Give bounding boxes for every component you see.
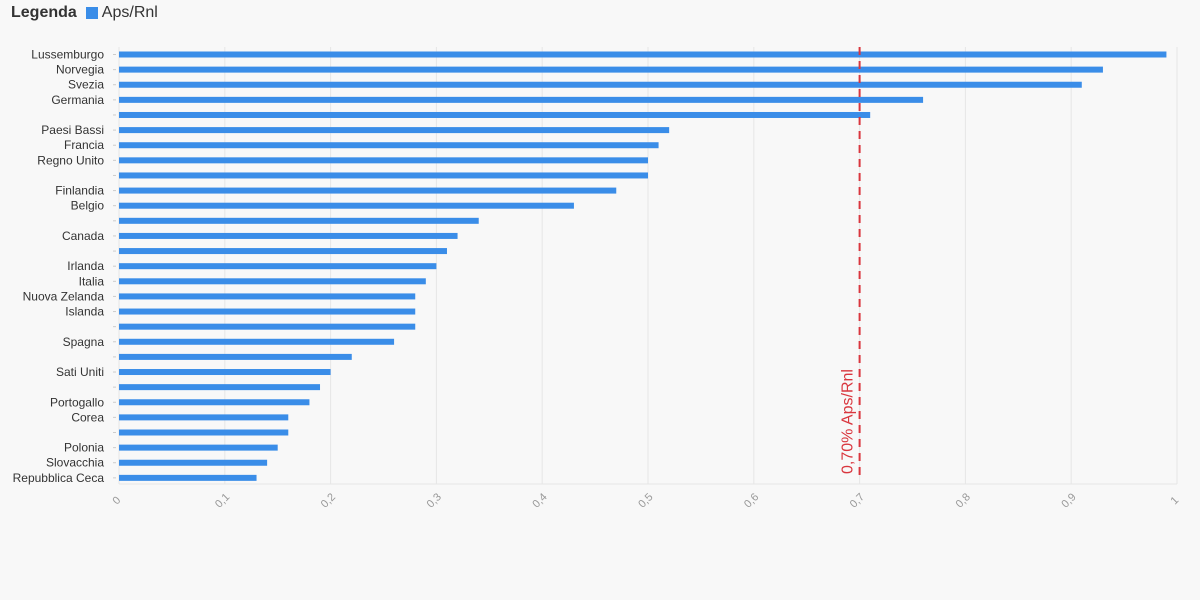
category-label: Norvegia <box>56 63 104 77</box>
category-label: Germania <box>51 93 104 107</box>
category-label: Svezia <box>68 78 104 92</box>
x-tick-label: 0 <box>110 494 123 507</box>
bar <box>119 369 331 376</box>
category-label: Slovacchia <box>46 456 104 470</box>
bar <box>119 217 479 224</box>
category-label: Corea <box>71 410 104 424</box>
x-tick-label: 0,3 <box>425 491 444 510</box>
bar <box>119 353 352 360</box>
category-label: Repubblica Ceca <box>13 471 105 485</box>
bar <box>119 232 458 239</box>
category-label: Francia <box>64 138 104 152</box>
category-label: Regno Unito <box>37 153 104 167</box>
category-label: Belgio <box>71 199 105 213</box>
x-tick-label: 0,9 <box>1059 491 1078 510</box>
legend-swatch <box>85 7 98 19</box>
legend-series-label: Aps/Rnl <box>101 4 158 21</box>
category-label: Spagna <box>63 335 105 349</box>
bar <box>119 308 416 315</box>
x-tick-label: 0,4 <box>530 491 549 510</box>
category-label: Paesi Bassi <box>41 123 104 137</box>
category-label: Sati Uniti <box>56 365 104 379</box>
category-label: Finlandia <box>55 184 104 198</box>
bar <box>119 429 289 436</box>
bar <box>119 157 648 164</box>
bar <box>119 444 278 451</box>
reference-line-label: 0,70% Aps/Rnl <box>840 369 857 474</box>
category-label: Nuova Zelanda <box>23 289 105 303</box>
x-tick-label: 0,5 <box>636 491 655 510</box>
bar <box>119 263 437 270</box>
category-label: Islanda <box>65 305 104 319</box>
chart-legend: Legenda Aps/Rnl <box>11 2 158 24</box>
category-label: Lussemburgo <box>31 48 104 62</box>
x-tick-label: 0,6 <box>742 491 761 510</box>
bar <box>119 474 257 481</box>
bar <box>119 111 871 118</box>
bar <box>119 187 617 194</box>
bar <box>119 384 321 391</box>
bar <box>119 172 648 179</box>
bar <box>119 293 416 300</box>
x-tick-label: 1 <box>1168 494 1181 507</box>
bar <box>119 127 670 134</box>
bar <box>119 202 574 209</box>
category-label: Portogallo <box>50 395 104 409</box>
category-label: Polonia <box>64 441 104 455</box>
bar <box>119 51 1167 58</box>
bar <box>119 96 924 103</box>
bar <box>119 278 426 285</box>
x-tick-label: 0,7 <box>848 491 867 510</box>
bar <box>119 142 659 149</box>
bar <box>119 248 447 255</box>
category-label: Irlanda <box>67 259 104 273</box>
category-label: Canada <box>62 229 104 243</box>
bar <box>119 323 416 330</box>
legend-title: Legenda <box>11 4 77 21</box>
x-tick-label: 0,1 <box>213 491 232 510</box>
bar <box>119 399 310 406</box>
bar <box>119 81 1082 88</box>
x-tick-label: 0,8 <box>954 491 973 510</box>
bar <box>119 459 268 466</box>
bar <box>119 66 1103 73</box>
bar <box>119 338 395 345</box>
category-label: Italia <box>79 274 105 288</box>
x-tick-label: 0,2 <box>319 491 338 510</box>
bar <box>119 414 289 421</box>
